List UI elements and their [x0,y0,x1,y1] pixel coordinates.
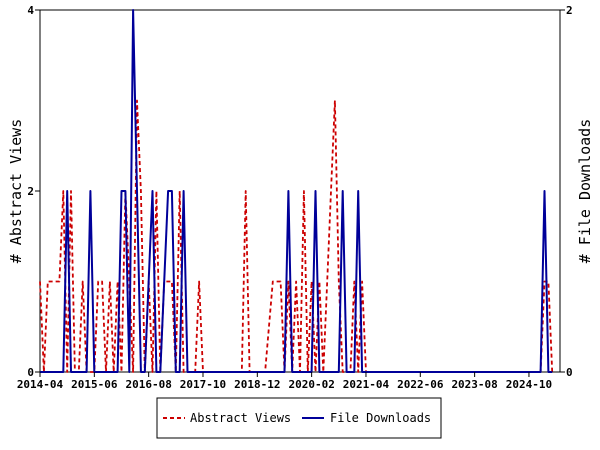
y-left-tick-label: 2 [27,185,34,198]
y-right-tick-label: 2 [566,4,573,17]
legend-label-abstract-views: Abstract Views [190,411,291,425]
axis-ticks: 2014-04 2015-06 2016-08 2017-10 2018-12 2020-… [17,4,573,391]
x-tick-label: 2018-12 [234,378,280,391]
x-tick-label: 2014-04 [17,378,64,391]
y-right-tick-label: 0 [566,366,573,379]
plot-area [39,9,561,373]
y-left-tick-label: 4 [27,4,34,17]
y-left-tick-label: 0 [27,366,34,379]
y-axis-right-title: # File Downloads [576,119,594,264]
x-tick-label: 2020-02 [288,378,334,391]
x-tick-label: 2017-10 [180,378,226,391]
y-axis-left-title: # Abstract Views [7,119,25,264]
x-tick-label: 2021-04 [343,378,390,391]
x-tick-label: 2022-06 [397,378,444,391]
x-tick-label: 2023-08 [451,378,497,391]
x-tick-label: 2016-08 [125,378,171,391]
x-tick-label: 2015-06 [71,378,118,391]
legend: Abstract Views File Downloads [156,397,442,439]
x-tick-label: 2024-10 [506,378,552,391]
legend-label-file-downloads: File Downloads [330,411,431,425]
legend-box [156,397,442,439]
